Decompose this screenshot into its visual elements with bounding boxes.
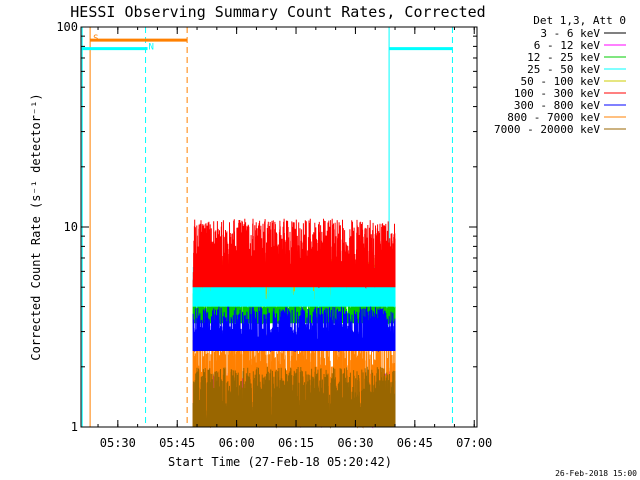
legend-label-5: 100 - 300 keV xyxy=(514,87,600,100)
legend-label-2: 12 - 25 keV xyxy=(527,51,600,64)
series-trace-6 xyxy=(192,306,396,353)
x-tick-label-4: 06:30 xyxy=(337,436,373,450)
legend-header: Det 1,3, Att 0 xyxy=(533,14,626,27)
x-tick-label-0: 05:30 xyxy=(100,436,136,450)
legend-label-6: 300 - 800 keV xyxy=(514,99,600,112)
x-axis: 05:30 05:45 06:00 06:15 06:30 06:45 07:00 xyxy=(97,27,492,450)
y-tick-label-1: 10 xyxy=(64,220,78,234)
chart-title: HESSI Observing Summary Count Rates, Cor… xyxy=(70,3,485,21)
legend-label-1: 6 - 12 keV xyxy=(534,39,601,52)
legend-label-8: 7000 - 20000 keV xyxy=(494,123,600,136)
legend-label-4: 50 - 100 keV xyxy=(521,75,601,88)
x-tick-label-3: 06:15 xyxy=(278,436,314,450)
x-tick-label-1: 05:45 xyxy=(159,436,195,450)
flag-label-2: S xyxy=(93,34,98,44)
y-axis-label: Corrected Count Rate (s⁻¹ detector⁻¹) xyxy=(29,93,43,360)
series-trace-8 xyxy=(192,366,396,429)
legend-label-7: 800 - 7000 keV xyxy=(507,111,600,124)
flag-label-1: N xyxy=(149,43,154,53)
x-tick-label-2: 06:00 xyxy=(219,436,255,450)
plot-area: NS xyxy=(81,27,453,429)
series-trace-3 xyxy=(192,264,396,309)
y-tick-label-0: 1 xyxy=(71,420,78,434)
legend-label-0: 3 - 6 keV xyxy=(540,27,600,40)
x-tick-label-6: 07:00 xyxy=(456,436,492,450)
series-trace-5 xyxy=(192,218,396,289)
date-stamp: 26-Feb-2018 15:00 xyxy=(555,469,637,478)
x-tick-label-5: 06:45 xyxy=(397,436,433,450)
y-tick-label-2: 100 xyxy=(56,20,78,34)
x-axis-label: Start Time (27-Feb-18 05:20:42) xyxy=(168,455,392,469)
legend-label-3: 25 - 50 keV xyxy=(527,63,600,76)
y-axis: 1 10 100 xyxy=(56,20,477,434)
